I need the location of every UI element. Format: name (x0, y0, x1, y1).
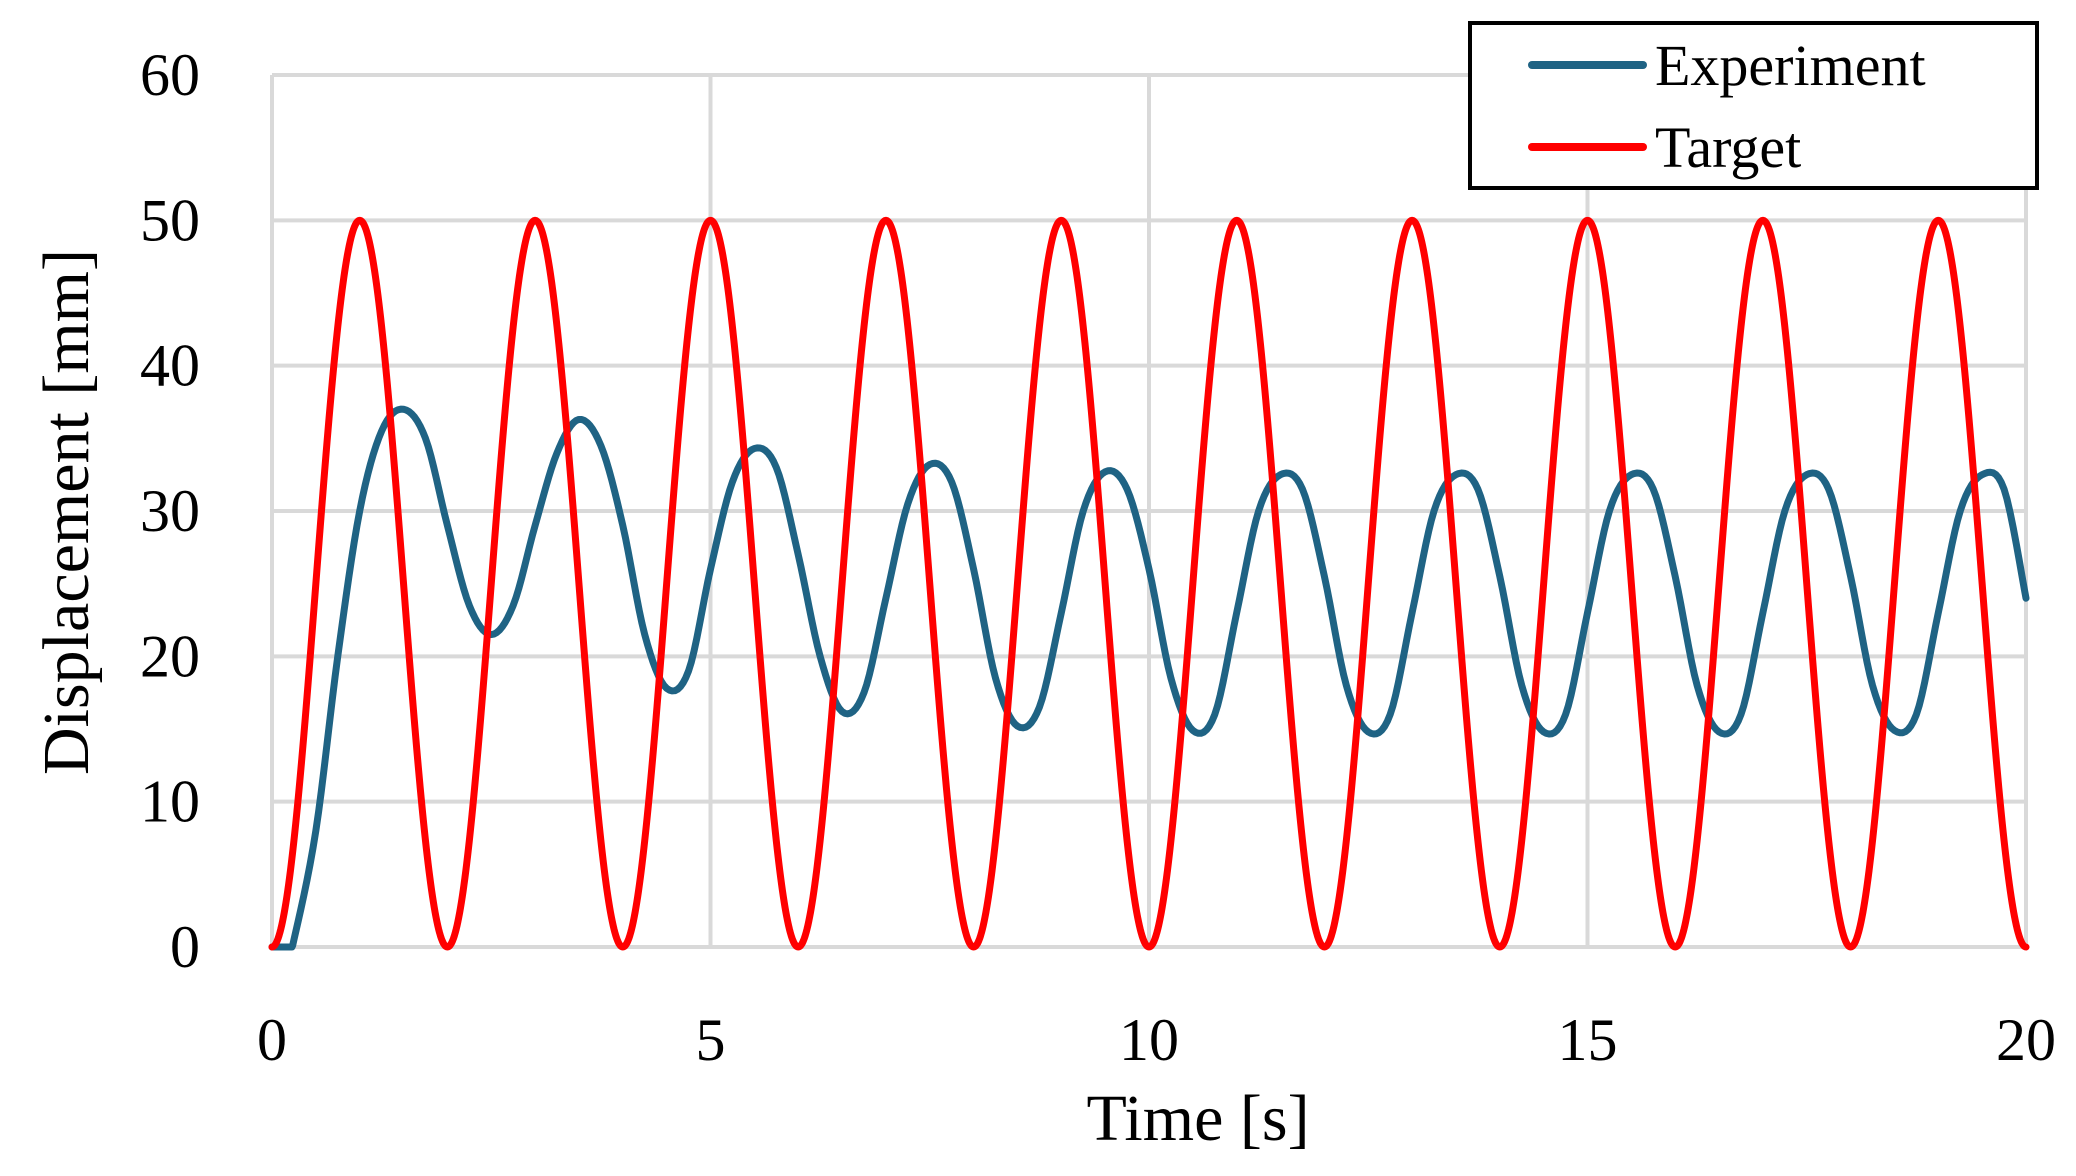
x-tick-label-5: 5 (696, 1007, 726, 1073)
y-tick-label-50: 50 (140, 187, 200, 253)
legend-label-target: Target (1655, 115, 1801, 180)
series-line-experiment (268, 405, 2030, 951)
x-tick-label-10: 10 (1119, 1007, 1179, 1073)
legend-label-experiment: Experiment (1655, 33, 1926, 98)
legend-box (1468, 21, 2039, 190)
y-tick-label-30: 30 (140, 478, 200, 544)
x-axis-title: Time [s] (1086, 1082, 1309, 1155)
x-tick-label-15: 15 (1558, 1007, 1618, 1073)
series-line-target (268, 216, 2030, 951)
x-tick-labels: 0 5 10 15 20 (257, 1007, 2056, 1073)
y-tick-label-0: 0 (170, 914, 200, 980)
y-tick-label-40: 40 (140, 333, 200, 399)
x-tick-label-20: 20 (1996, 1007, 2056, 1073)
y-tick-labels: 0 10 20 30 40 50 60 (140, 42, 200, 980)
y-tick-label-10: 10 (140, 769, 200, 835)
gridlines (270, 73, 2028, 949)
y-tick-label-20: 20 (140, 623, 200, 689)
y-tick-label-60: 60 (140, 42, 200, 108)
series-layer (268, 216, 2030, 951)
x-tick-label-0: 0 (257, 1007, 287, 1073)
legend: Experiment Target (1468, 21, 2039, 190)
y-axis-title: Displacement [mm] (30, 249, 103, 775)
